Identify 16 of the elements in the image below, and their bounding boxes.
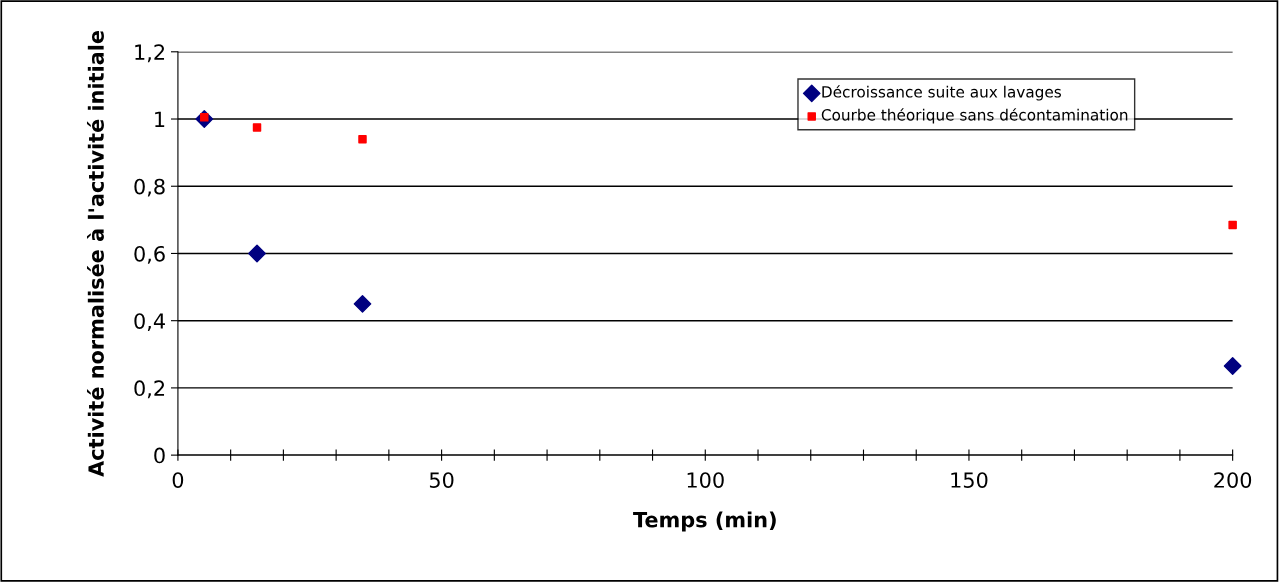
y-axis-title: Activité normalisée à l'activité initiale	[86, 30, 104, 477]
x-tick-label: 0	[172, 472, 184, 488]
legend-label: Décroissance suite aux lavages	[822, 85, 1062, 101]
x-tick-label: 100	[687, 472, 724, 488]
x-tick-label: 200	[1214, 472, 1252, 488]
y-tick-label: 0	[154, 447, 165, 464]
y-tick-label: 1	[155, 111, 165, 127]
y-tick-label: 1,2	[135, 44, 165, 63]
x-tick-label: 50	[429, 472, 454, 488]
y-tick-label: 0,2	[134, 380, 165, 399]
y-tick-label: 0,8	[134, 178, 165, 197]
x-tick-label: 150	[951, 472, 988, 488]
x-axis-title: Temps (min)	[633, 511, 776, 532]
y-tick-label: 0,4	[134, 313, 165, 332]
y-tick-label: 0,6	[134, 245, 165, 264]
legend-label: Courbe théorique sans décontamination	[821, 108, 1128, 124]
